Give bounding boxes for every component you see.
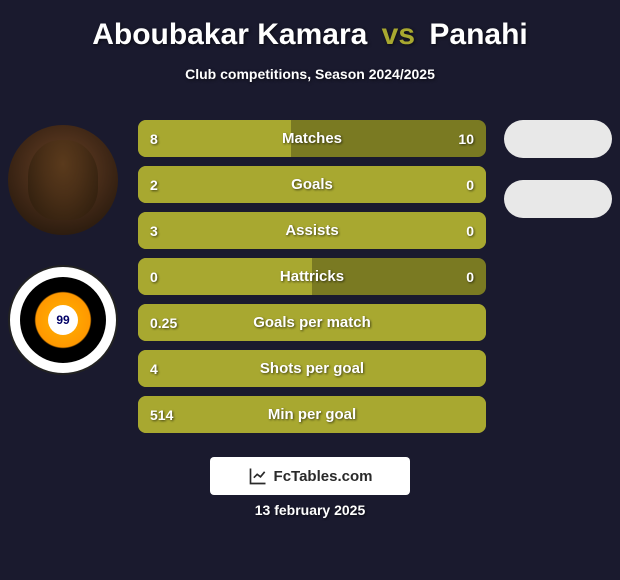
- stat-value-right: 10: [458, 131, 474, 147]
- right-avatar-column: [504, 120, 612, 218]
- stat-value-left: 0: [150, 269, 158, 285]
- stat-row: 0 Hattricks 0: [138, 258, 486, 295]
- stat-row: 4 Shots per goal: [138, 350, 486, 387]
- stat-bar-left: [138, 120, 291, 157]
- stat-label: Min per goal: [268, 406, 356, 423]
- club-center-text: 99: [48, 305, 78, 335]
- stat-label: Shots per goal: [260, 360, 364, 377]
- player2-placeholder-pill: [504, 120, 612, 158]
- stat-label: Hattricks: [280, 268, 344, 285]
- stat-value-right: 0: [466, 269, 474, 285]
- stat-label: Matches: [282, 130, 342, 147]
- stat-value-left: 4: [150, 361, 158, 377]
- stat-row: 0.25 Goals per match: [138, 304, 486, 341]
- comparison-card: Aboubakar Kamara vs Panahi Club competit…: [0, 0, 620, 580]
- stats-table: 8 Matches 10 2 Goals 0 3 Assists 0 0 Hattricks 0 0.2…: [138, 120, 486, 433]
- stat-row: 3 Assists 0: [138, 212, 486, 249]
- stat-row: 2 Goals 0: [138, 166, 486, 203]
- player1-avatar: [8, 125, 118, 235]
- chart-icon: [248, 466, 268, 486]
- page-title: Aboubakar Kamara vs Panahi: [10, 18, 610, 52]
- player1-name: Aboubakar Kamara: [92, 18, 367, 51]
- stat-label: Assists: [285, 222, 338, 239]
- player2-name: Panahi: [429, 18, 527, 51]
- club-badge-inner: 99: [20, 277, 106, 363]
- club2-placeholder-pill: [504, 180, 612, 218]
- stat-label: Goals: [291, 176, 333, 193]
- stat-value-left: 0.25: [150, 315, 177, 331]
- player1-silhouette: [28, 140, 98, 220]
- stat-row: 8 Matches 10: [138, 120, 486, 157]
- stat-value-left: 3: [150, 223, 158, 239]
- club-badge: 99: [8, 265, 118, 375]
- stat-row: 514 Min per goal: [138, 396, 486, 433]
- stat-value-left: 514: [150, 407, 173, 423]
- watermark-badge: FcTables.com: [210, 457, 410, 495]
- stat-value-right: 0: [466, 223, 474, 239]
- stat-value-left: 8: [150, 131, 158, 147]
- watermark-text: FcTables.com: [274, 468, 373, 485]
- stat-value-left: 2: [150, 177, 158, 193]
- left-avatar-column: 99: [8, 125, 118, 375]
- stat-label: Goals per match: [253, 314, 371, 331]
- vs-text: vs: [382, 18, 415, 51]
- date-text: 13 february 2025: [255, 502, 366, 518]
- stat-value-right: 0: [466, 177, 474, 193]
- subtitle: Club competitions, Season 2024/2025: [10, 66, 610, 82]
